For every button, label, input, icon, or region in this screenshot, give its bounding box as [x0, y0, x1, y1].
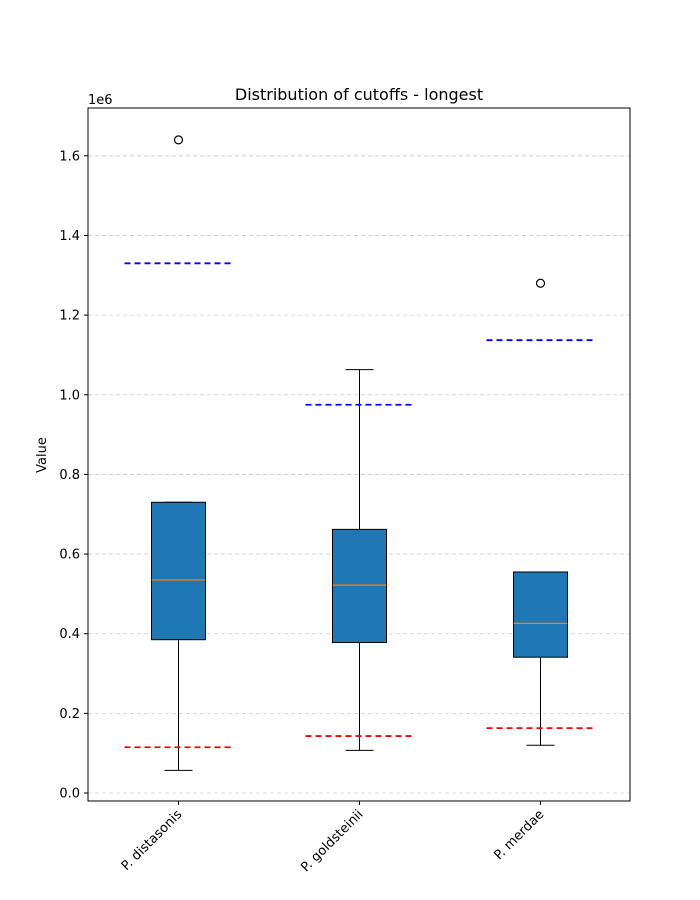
box: [151, 501, 206, 641]
y-tick-label: 0.2: [59, 707, 80, 722]
plot-marks: [124, 135, 595, 771]
box: [513, 571, 568, 658]
x-tick-label: P. goldsteinii: [298, 807, 366, 875]
x-axis: P. distasonis P. goldsteinii P. merdae: [119, 801, 547, 875]
outlier-point: [173, 135, 184, 145]
y-tick-label: 1.4: [59, 229, 80, 244]
y-axis-label: Value: [35, 437, 50, 473]
y-axis: 0.0 0.2 0.4 0.6 0.8 1.0 1.2 1.4 1.6: [59, 149, 88, 802]
y-tick-label: 1.2: [59, 309, 80, 324]
x-tick-label: P. distasonis: [119, 807, 186, 874]
x-tick-label: P. merdae: [491, 807, 547, 863]
y-tick-label: 1.0: [59, 388, 80, 403]
y-tick-label: 1.6: [59, 149, 80, 164]
chart-title: Distribution of cutoffs - longest: [235, 85, 483, 104]
y-offset-label: 1e6: [88, 93, 113, 108]
box: [332, 528, 387, 643]
y-tick-label: 0.4: [59, 627, 80, 642]
outlier-point: [535, 278, 546, 288]
y-tick-label: 0.6: [59, 548, 80, 563]
y-tick-label: 0.0: [59, 787, 80, 802]
y-tick-label: 0.8: [59, 468, 80, 483]
